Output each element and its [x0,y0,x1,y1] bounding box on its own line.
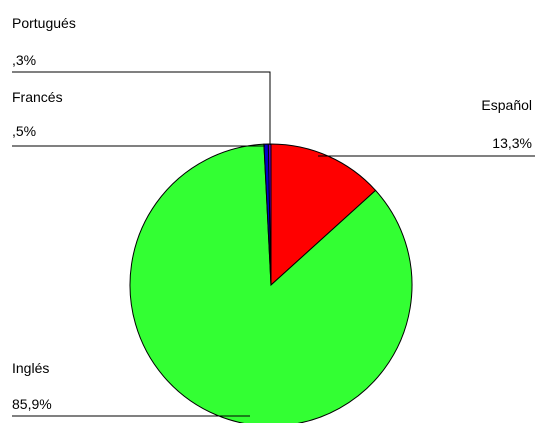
value-ingles: 85,9% [12,396,52,412]
label-portugues: Portugués [12,15,76,31]
value-frances: ,5% [12,123,36,139]
value-portugues: ,3% [12,52,36,68]
label-espanol: Español [481,97,532,113]
pie-slice-1 [129,143,413,423]
label-frances: Francés [12,89,63,105]
label-ingles: Inglés [12,360,49,376]
value-espanol: 13,3% [492,135,532,151]
pie-slices [129,143,413,423]
leader-portugues [12,71,271,145]
